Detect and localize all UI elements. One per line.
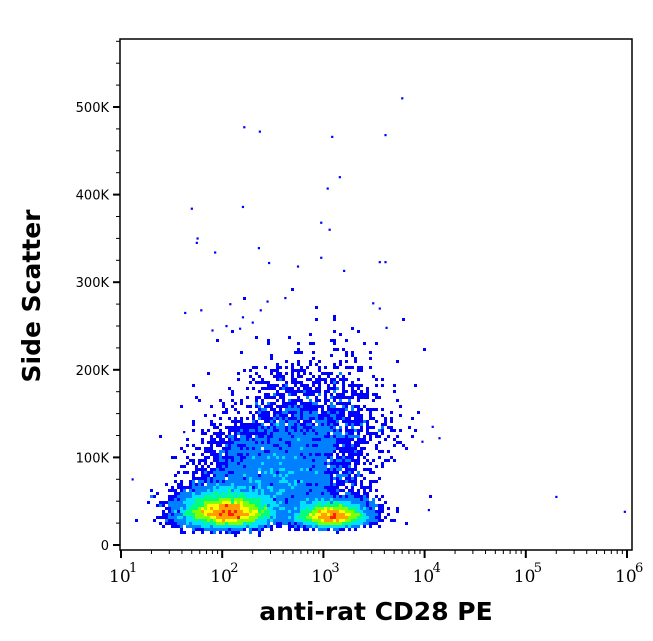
outlier-event <box>331 135 334 138</box>
outlier-event <box>258 130 261 133</box>
x-axis-title: anti-rat CD28 PE <box>259 597 492 626</box>
y-axis-title: Side Scatter <box>17 209 46 383</box>
y-tick-label: 200K <box>76 364 110 379</box>
outlier-event <box>241 205 245 209</box>
svg-text:10: 10 <box>109 567 131 587</box>
outlier-event <box>385 326 388 329</box>
outlier-event <box>623 510 626 513</box>
y-tick-label: 400K <box>76 189 110 204</box>
outlier-event <box>195 241 198 244</box>
outlier-events <box>131 97 626 513</box>
x-tick-label: 102 <box>210 561 238 587</box>
outlier-event <box>239 327 242 330</box>
outlier-event <box>284 296 287 300</box>
y-tick-label: 500K <box>76 101 110 116</box>
outlier-event <box>266 300 269 303</box>
outlier-event <box>241 316 245 319</box>
svg-text:10: 10 <box>514 567 536 587</box>
svg-text:10: 10 <box>210 567 232 587</box>
x-tick-label: 104 <box>413 561 441 587</box>
plot-frame <box>119 38 633 551</box>
outlier-event <box>190 207 193 210</box>
outlier-event <box>183 430 186 434</box>
y-tick-label: 300K <box>76 276 110 291</box>
outlier-event <box>320 221 323 224</box>
outlier-event <box>229 303 232 306</box>
outlier-event <box>328 228 331 231</box>
outlier-event <box>431 425 434 428</box>
outlier-event <box>243 126 246 129</box>
x-tick-label: 103 <box>311 561 339 587</box>
outlier-event <box>296 265 300 268</box>
svg-text:5: 5 <box>534 561 542 576</box>
outlier-event <box>211 329 214 332</box>
outlier-event <box>196 237 199 240</box>
outlier-event <box>343 269 346 273</box>
svg-text:6: 6 <box>635 561 643 576</box>
outlier-event <box>131 478 134 481</box>
svg-text:3: 3 <box>331 561 339 576</box>
y-axis: 0 100K 200K 300K 400K 500K <box>76 40 120 554</box>
x-axis: 101 102 103 104 105 106 <box>109 550 643 587</box>
x-tick-label: 105 <box>514 561 542 587</box>
outlier-event <box>384 134 387 137</box>
outlier-event <box>378 307 381 310</box>
outlier-event <box>257 247 261 250</box>
outlier-event <box>320 256 323 259</box>
outlier-event <box>372 302 375 305</box>
outlier-event <box>378 261 381 264</box>
outlier-event <box>326 187 329 190</box>
outlier-event <box>225 325 228 328</box>
x-tick-label: 106 <box>615 561 643 587</box>
outlier-event <box>438 437 441 440</box>
svg-text:10: 10 <box>413 567 435 587</box>
density-map <box>135 288 432 537</box>
x-tick-label: 101 <box>109 561 137 587</box>
outlier-event <box>259 309 262 312</box>
outlier-event <box>214 251 217 254</box>
outlier-event <box>384 261 387 264</box>
svg-text:4: 4 <box>433 561 441 576</box>
outlier-event <box>184 311 187 315</box>
outlier-event <box>401 97 404 100</box>
y-tick-label: 0 <box>101 539 109 554</box>
svg-text:10: 10 <box>311 567 333 587</box>
outlier-event <box>200 309 203 312</box>
outlier-event <box>267 261 271 265</box>
outlier-event <box>427 508 430 512</box>
outlier-event <box>555 495 558 499</box>
svg-text:1: 1 <box>129 561 137 576</box>
svg-text:10: 10 <box>615 567 637 587</box>
outlier-event <box>338 176 341 179</box>
svg-text:2: 2 <box>230 561 238 576</box>
y-tick-label: 100K <box>76 451 110 466</box>
outlier-event <box>421 440 424 443</box>
outlier-event <box>251 321 254 324</box>
